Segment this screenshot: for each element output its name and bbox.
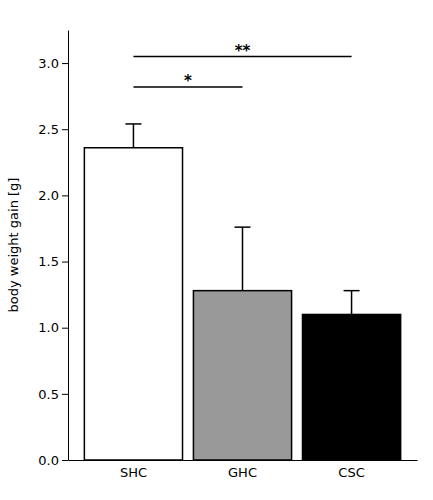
marks [84,56,400,460]
tick-label: 0.0 [38,453,59,468]
tick-label: SHC [120,465,147,480]
tick-mark [62,63,68,64]
tick-mark [62,394,68,395]
tick: GHC [228,465,257,480]
tick-label: 3.0 [38,56,59,71]
axis-line [69,460,418,461]
tick: 1.0 [38,320,68,335]
error-cap [235,226,251,228]
y-axis: 0.0 0.5 1.0 1.5 2.0 2.5 3.0 [38,31,68,468]
tick-label: 1.0 [38,320,59,335]
bar [84,148,182,460]
annotations: *** [184,42,250,90]
significance-label: * [184,72,192,90]
error-line [242,227,244,291]
tick: 3.0 [38,56,68,71]
error-bar [235,227,251,291]
tick-label: 2.5 [38,122,59,137]
axis-line [68,31,69,461]
tick-label: CSC [338,465,364,480]
bar [302,314,400,460]
tick-label: 0.5 [38,387,59,402]
error-bar [125,124,141,148]
tick-label: 2.0 [38,188,59,203]
tick-label: 1.5 [38,254,59,269]
error-bar [344,291,360,315]
tick-mark [62,262,68,263]
tick-mark [62,129,68,130]
error-line [351,291,353,315]
tick: 0.0 [38,453,68,468]
tick-mark [62,328,68,329]
tick: 0.5 [38,387,68,402]
error-cap [344,290,360,292]
tick-mark [62,460,68,461]
tick: 2.0 [38,188,68,203]
tick: 2.5 [38,122,68,137]
error-line [133,124,135,148]
tick: SHC [120,465,147,480]
plot: ***0.00.51.01.52.02.53.0SHCGHCCSC [38,31,417,481]
chart: ***0.00.51.01.52.02.53.0SHCGHCCSCbody we… [0,0,433,500]
tick: 1.5 [38,254,68,269]
error-cap [125,123,141,125]
tick-label: GHC [228,465,257,480]
y-axis-title: body weight gain [g] [6,178,21,313]
x-axis: SHC GHC CSC [69,461,418,481]
tick-mark [62,195,68,196]
bar [193,291,291,460]
tick: CSC [338,465,364,480]
significance-label: ** [235,42,251,60]
